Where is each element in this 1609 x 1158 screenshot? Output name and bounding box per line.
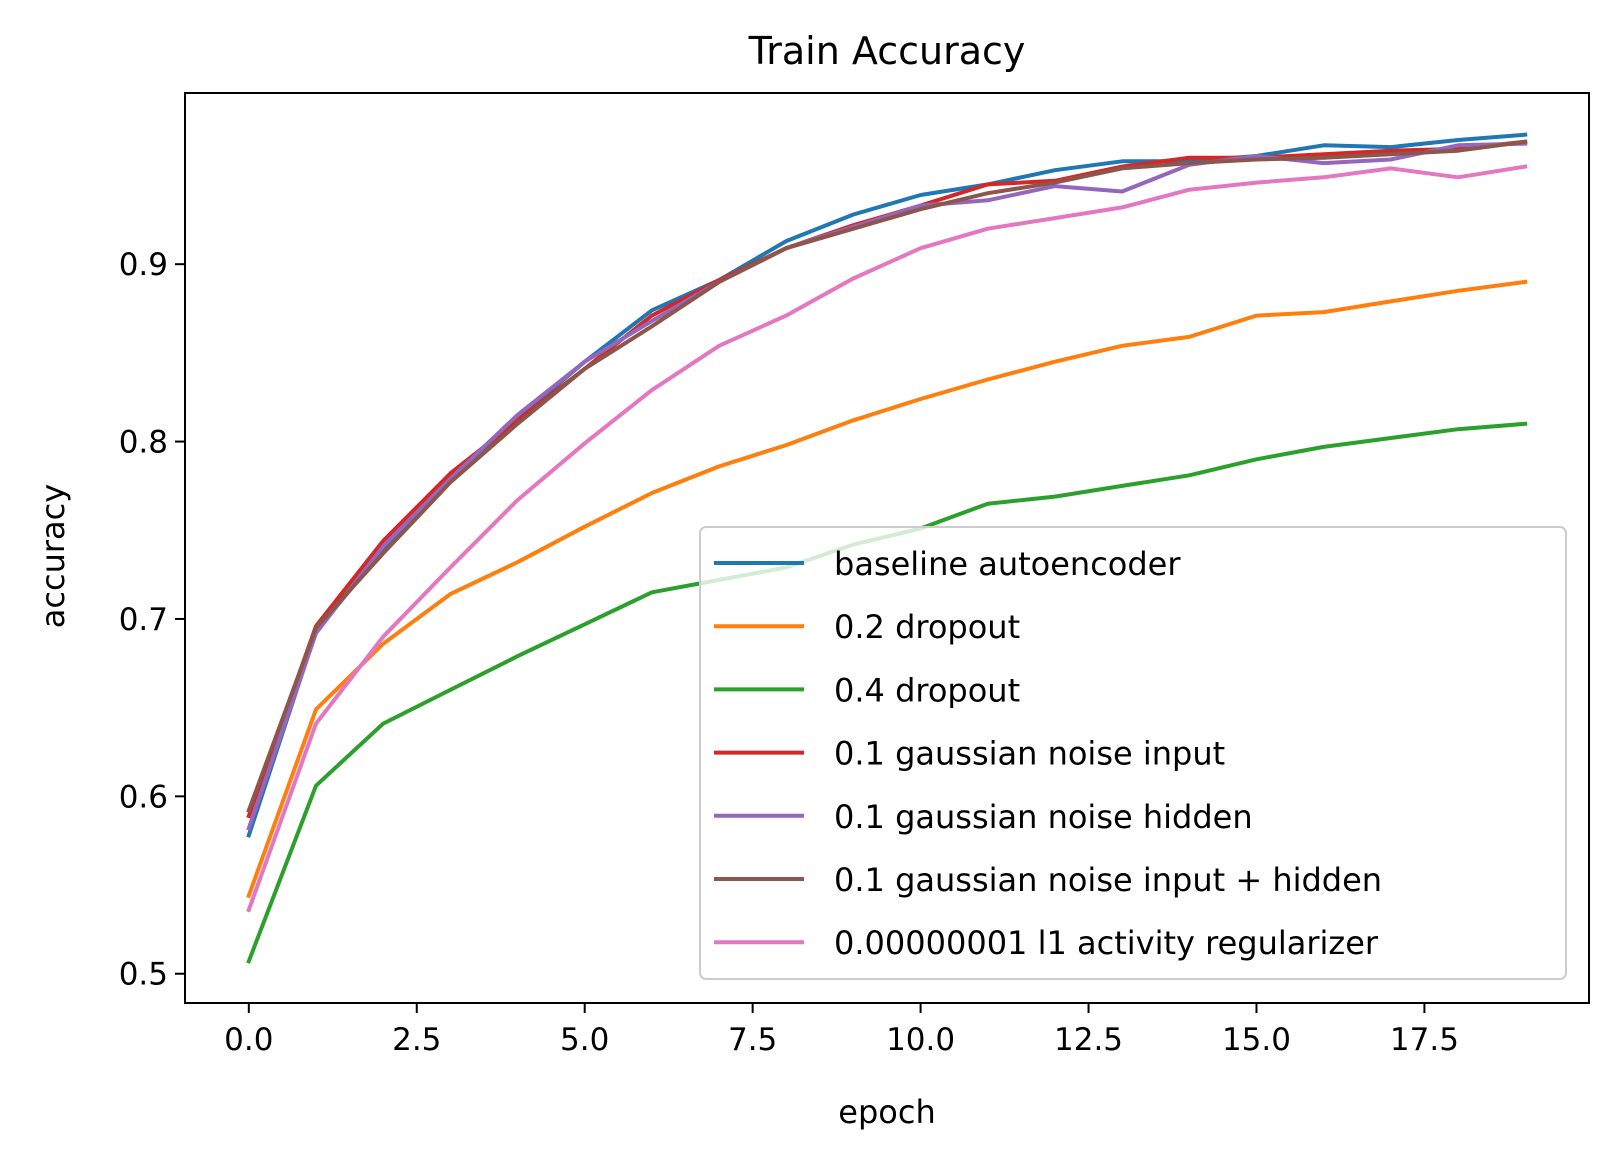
y-axis-ticks: 0.5 0.6 0.7 0.8 0.9: [119, 247, 185, 993]
legend-label: baseline autoencoder: [834, 545, 1181, 583]
series-line-6: [246, 139, 1528, 814]
y-tick-label: 0.7: [119, 602, 168, 638]
plot-frame: [184, 92, 1590, 1004]
legend-label: 0.1 gaussian noise input + hidden: [834, 861, 1382, 899]
series-line-2: [246, 279, 1528, 899]
y-tick-label: 0.6: [119, 779, 168, 815]
series-line-5: [246, 141, 1528, 831]
y-tick-label: 0.9: [119, 247, 168, 283]
x-tick-label: 10.0: [886, 1022, 955, 1058]
chart-title: Train Accuracy: [748, 29, 1026, 73]
x-tick-label: 2.5: [392, 1022, 441, 1058]
y-tick-label: 0.5: [119, 957, 168, 993]
legend-label: 0.1 gaussian noise hidden: [834, 798, 1253, 836]
x-axis-label: epoch: [838, 1093, 935, 1131]
legend-box: [699, 526, 1567, 980]
x-tick-label: 0.0: [224, 1022, 273, 1058]
x-tick-label: 5.0: [560, 1022, 609, 1058]
x-tick-label: 17.5: [1390, 1022, 1459, 1058]
legend-label: 0.00000001 l1 activity regularizer: [834, 924, 1379, 962]
x-tick-label: 12.5: [1054, 1022, 1123, 1058]
x-tick-label: 7.5: [728, 1022, 777, 1058]
legend-label: 0.4 dropout: [834, 671, 1020, 709]
x-axis-ticks: 0.0 2.5 5.0 7.5 10.0 12.5 15.0 17.5: [224, 1003, 1459, 1058]
series-line-7: [246, 164, 1528, 913]
y-axis-label: accuracy: [34, 484, 72, 628]
x-tick-label: 15.0: [1222, 1022, 1291, 1058]
legend: baseline autoencoder 0.2 dropout 0.4 dropo…: [699, 526, 1567, 980]
legend-label: 0.2 dropout: [834, 608, 1020, 646]
legend-label: 0.1 gaussian noise input: [834, 735, 1225, 773]
y-tick-label: 0.8: [119, 425, 168, 461]
